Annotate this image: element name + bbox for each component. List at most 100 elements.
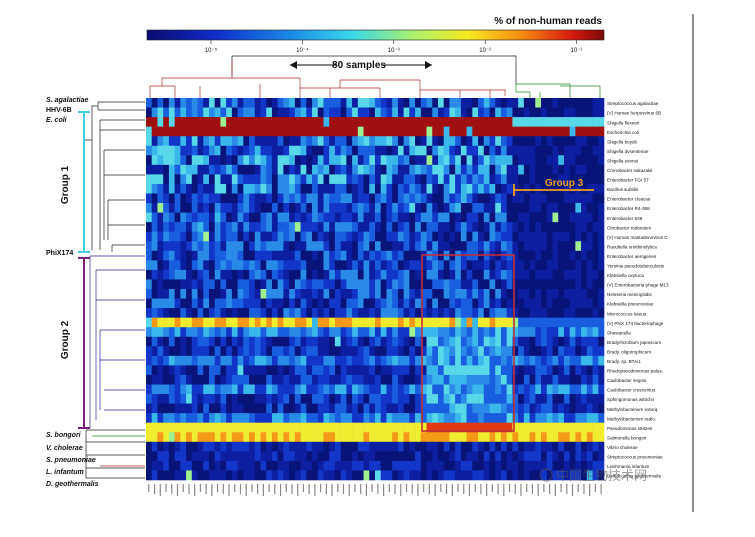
- heatmap-cell: [151, 183, 158, 194]
- heatmap-cell: [254, 308, 261, 318]
- heatmap-cell: [203, 145, 210, 156]
- heatmap-cell: [346, 394, 353, 404]
- heatmap-cell: [186, 183, 193, 194]
- heatmap-cell: [260, 327, 267, 338]
- heatmap-cell: [317, 174, 324, 185]
- heatmap-cell: [157, 298, 164, 309]
- heatmap-cell: [146, 193, 153, 204]
- heatmap-cell: [363, 107, 370, 118]
- heatmap-cell: [243, 317, 250, 328]
- heatmap-cell: [392, 126, 399, 137]
- heatmap-cell: [529, 441, 536, 452]
- heatmap-cell: [598, 279, 605, 290]
- heatmap-cell: [437, 394, 444, 404]
- heatmap-cell: [203, 203, 210, 213]
- heatmap-cell: [243, 451, 250, 462]
- heatmap-cell: [146, 212, 153, 223]
- heatmap-cell: [214, 413, 221, 423]
- heatmap-cell: [334, 250, 341, 261]
- heatmap-cell: [334, 193, 341, 204]
- heatmap-cell: [392, 365, 399, 376]
- heatmap-cell: [220, 403, 227, 414]
- heatmap-cell: [197, 317, 204, 328]
- heatmap-cell: [437, 222, 444, 232]
- heatmap-cell: [174, 346, 181, 357]
- heatmap-cell: [329, 164, 336, 175]
- heatmap-cell: [546, 183, 553, 194]
- heatmap-cell: [363, 250, 370, 261]
- heatmap-cell: [168, 403, 175, 414]
- heatmap-cell: [334, 98, 341, 108]
- heatmap-cell: [357, 126, 364, 137]
- heatmap-cell: [386, 403, 393, 414]
- heatmap-cell: [500, 355, 507, 366]
- heatmap-cell: [369, 470, 376, 481]
- heatmap-cell: [317, 336, 324, 347]
- heatmap-cell: [220, 422, 227, 433]
- heatmap-cell: [380, 413, 387, 423]
- heatmap-cell: [455, 441, 462, 452]
- heatmap-cell: [191, 203, 198, 213]
- heatmap-cell: [312, 327, 319, 338]
- heatmap-cell: [226, 260, 233, 271]
- heatmap-cell: [174, 212, 181, 223]
- heatmap-cell: [512, 269, 519, 280]
- heatmap-cell: [432, 432, 439, 443]
- heatmap-cell: [437, 336, 444, 347]
- heatmap-cell: [317, 384, 324, 395]
- heatmap-cell: [500, 174, 507, 185]
- heatmap-cell: [569, 441, 576, 452]
- heatmap-cell: [443, 279, 450, 290]
- heatmap-cell: [146, 432, 153, 443]
- heatmap-cell: [535, 117, 542, 127]
- heatmap-cell: [157, 145, 164, 156]
- heatmap-cell: [146, 308, 153, 318]
- heatmap-cell: [426, 212, 433, 223]
- heatmap-cell: [529, 355, 536, 366]
- heatmap-cell: [500, 183, 507, 194]
- heatmap-cell: [575, 298, 582, 309]
- heatmap-cell: [563, 403, 570, 414]
- heatmap-cell: [380, 183, 387, 194]
- heatmap-cell: [558, 155, 565, 166]
- heatmap-cell: [409, 336, 416, 347]
- heatmap-cell: [294, 451, 301, 462]
- heatmap-cell: [586, 470, 593, 481]
- heatmap-cell: [168, 422, 175, 433]
- heatmap-cell: [294, 231, 301, 242]
- heatmap-cell: [306, 384, 313, 395]
- heatmap-cell: [426, 260, 433, 271]
- heatmap-cell: [535, 183, 542, 194]
- heatmap-cell: [535, 384, 542, 395]
- heatmap-cell: [466, 183, 473, 194]
- heatmap-cell: [397, 117, 404, 127]
- heatmap-cell: [598, 164, 605, 175]
- heatmap-cell: [518, 327, 525, 338]
- heatmap-cell: [226, 126, 233, 137]
- heatmap-cell: [226, 231, 233, 242]
- heatmap-cell: [581, 212, 588, 223]
- heatmap-cell: [334, 164, 341, 175]
- heatmap-cell: [392, 212, 399, 223]
- heatmap-cell: [512, 374, 519, 385]
- heatmap-cell: [254, 193, 261, 204]
- heatmap-cell: [397, 136, 404, 147]
- heatmap-cell: [397, 155, 404, 166]
- heatmap-cell: [569, 183, 576, 194]
- heatmap-cell: [581, 365, 588, 376]
- heatmap-cell: [260, 422, 267, 433]
- heatmap-cell: [214, 155, 221, 166]
- heatmap-cell: [409, 136, 416, 147]
- heatmap-cell: [180, 107, 187, 118]
- heatmap-cell: [598, 422, 605, 433]
- heatmap-cell: [340, 212, 347, 223]
- heatmap-cell: [420, 460, 427, 471]
- heatmap-cell: [472, 403, 479, 414]
- heatmap-cell: [312, 336, 319, 347]
- heatmap-cell: [157, 183, 164, 194]
- heatmap-cell: [191, 136, 198, 147]
- heatmap-cell: [598, 317, 605, 328]
- heatmap-cell: [357, 174, 364, 185]
- heatmap-cell: [432, 155, 439, 166]
- heatmap-cell: [472, 422, 479, 433]
